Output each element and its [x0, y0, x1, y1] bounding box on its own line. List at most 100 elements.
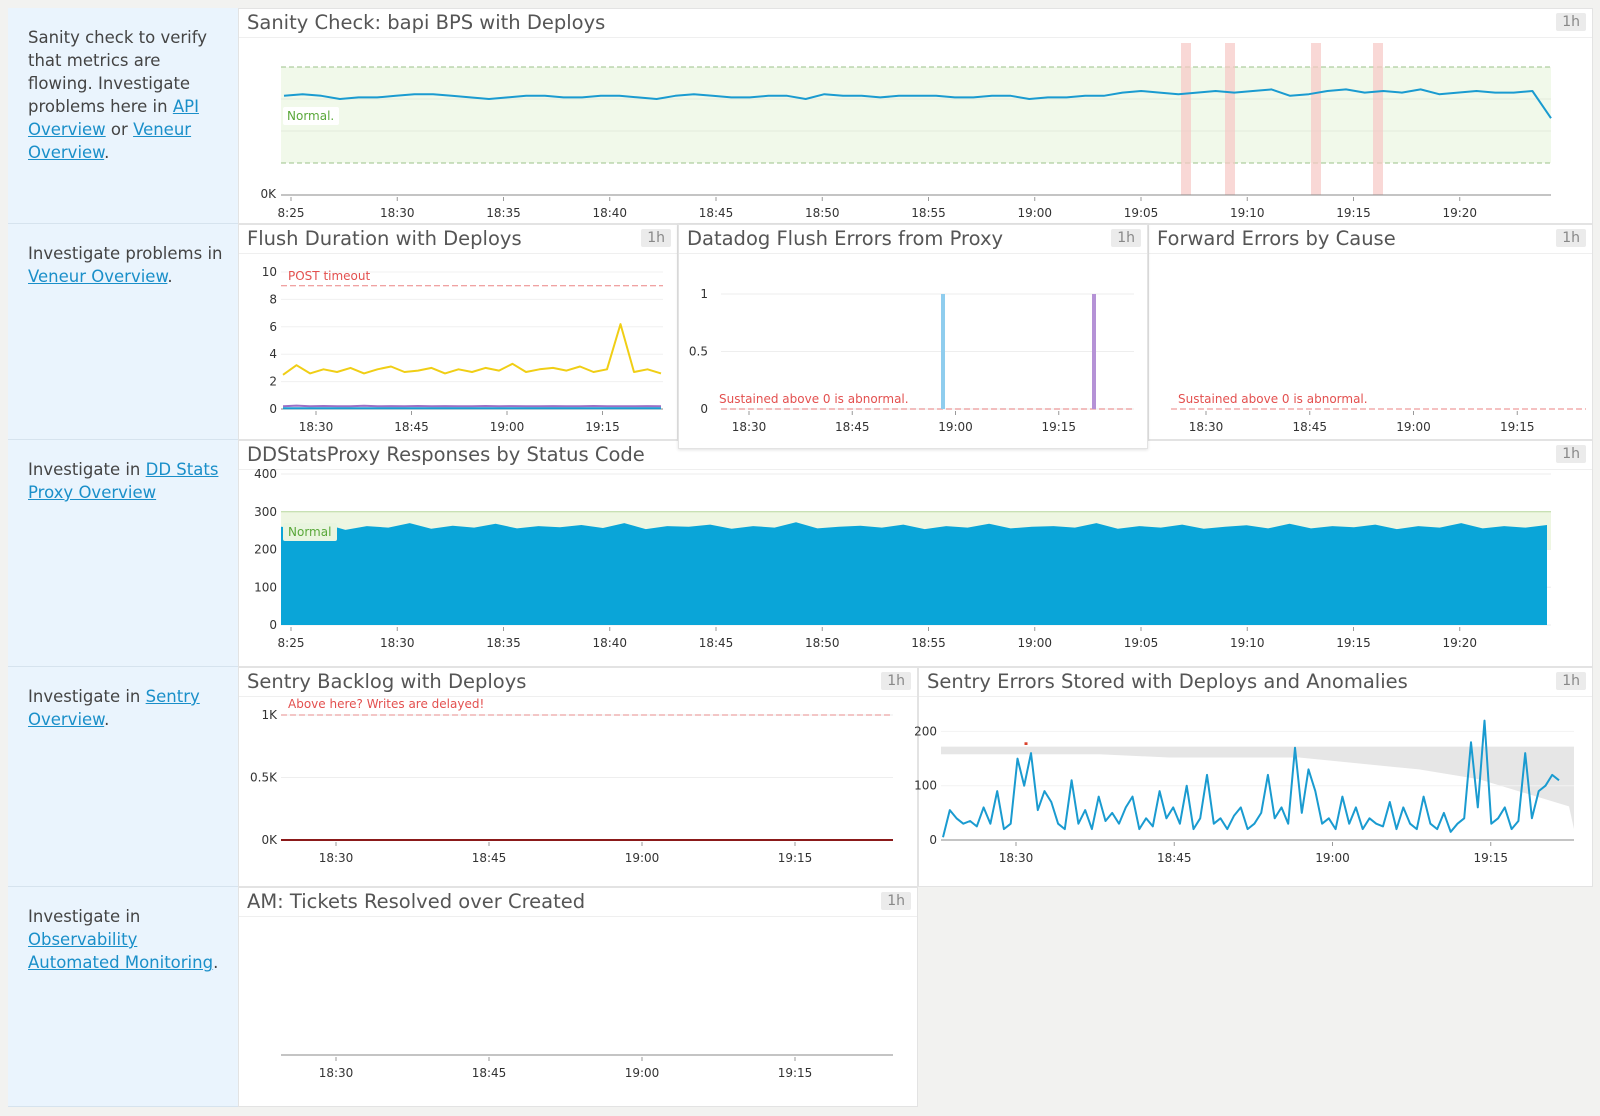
timeframe-badge[interactable]: 1h — [641, 229, 671, 247]
timeframe-badge[interactable]: 1h — [1556, 672, 1586, 690]
x-tick-label: 18:45 — [835, 420, 870, 434]
series-line — [942, 719, 1560, 838]
x-tick-label: 18:30 — [299, 420, 334, 434]
y-tick-label: 0K — [261, 833, 278, 847]
note-text: Investigate in — [28, 907, 141, 926]
x-tick-label: 18:55 — [911, 636, 946, 650]
y-tick-label: 10 — [262, 265, 277, 279]
note-text: Investigate problems in — [28, 244, 223, 263]
panel-sanity-check[interactable]: Sanity Check: bapi BPS with Deploys 1h N… — [238, 8, 1593, 224]
normal-label-bg — [283, 107, 339, 125]
note-text: or — [105, 120, 134, 139]
ddstatsproxy-chart[interactable]: 0 100 200 300 400 Normal 8:25 18:30 18:35 18:40 18… — [239, 441, 1594, 668]
normal-band — [281, 67, 1551, 163]
x-tick-label: 18:30 — [319, 851, 354, 865]
panel-forward-errors[interactable]: Forward Errors by Cause 1h Sustained abo… — [1148, 224, 1593, 440]
panel-sentry-backlog[interactable]: Sentry Backlog with Deploys 1h 0K 0.5K 1K A… — [238, 667, 918, 887]
y-tick-label: 1 — [700, 287, 708, 301]
anomaly-band — [941, 746, 1574, 830]
x-tick-label: 18:30 — [380, 636, 415, 650]
x-tick-label: 18:50 — [805, 206, 840, 220]
panel-sentry-errors[interactable]: Sentry Errors Stored with Deploys and An… — [914, 667, 1594, 888]
x-tick-label: 18:30 — [380, 206, 415, 220]
x-tick-label: 19:05 — [1124, 206, 1159, 220]
deploy-marker — [1225, 43, 1235, 195]
y-tick-label: 0K — [260, 187, 277, 201]
x-tick-label: 19:00 — [490, 420, 525, 434]
y-tick-label: 300 — [254, 505, 277, 519]
x-tick-label: 19:15 — [1500, 420, 1535, 434]
sentry-backlog-chart[interactable]: 0K 0.5K 1K Above here? Writes are delayed! 1… — [239, 668, 919, 888]
flush-duration-chart[interactable]: 0 2 4 6 8 10 POST timeout 18:30 18:45 19:00 19:15 — [239, 225, 679, 441]
error-bar — [941, 294, 945, 409]
deploy-marker — [1311, 43, 1321, 195]
panel-flush-duration[interactable]: Flush Duration with Deploys 1h 0 2 4 6 8 10 PO… — [238, 224, 678, 440]
y-tick-label: 0.5 — [689, 345, 708, 359]
veneur-overview-link[interactable]: Veneur Overview — [28, 120, 192, 162]
y-tick-label: 6 — [269, 320, 277, 334]
panel-title: Flush Duration with Deploys — [247, 227, 522, 250]
x-tick-label: 18:45 — [699, 206, 734, 220]
tickets-chart[interactable]: 18:30 18:45 19:00 19:15 — [239, 888, 919, 1108]
x-tick-label: 19:20 — [1442, 206, 1477, 220]
x-tick-label: 18:45 — [394, 420, 429, 434]
x-tick-label: 18:30 — [319, 1066, 354, 1080]
sentry-errors-chart[interactable]: 0 100 200 18:30 18:45 19:00 19:15 — [914, 668, 1594, 888]
panel-title: Sentry Errors Stored with Deploys and An… — [927, 670, 1408, 693]
x-tick-label: 18:30 — [999, 851, 1034, 865]
veneur-overview-link[interactable]: Veneur Overview — [28, 267, 168, 286]
datadog-flush-errors-chart[interactable]: 0 0.5 1 Sustained above 0 is abnormal. 18:30… — [679, 225, 1149, 450]
panel-tickets-resolved[interactable]: AM: Tickets Resolved over Created 1h 18:… — [238, 887, 918, 1107]
dd-stats-proxy-overview-link[interactable]: DD Stats Proxy Overview — [28, 460, 219, 502]
y-tick-label: 0 — [929, 833, 937, 847]
x-tick-label: 18:45 — [1292, 420, 1327, 434]
title-divider — [239, 37, 1592, 38]
y-tick-label: 400 — [254, 467, 277, 481]
x-tick-label: 18:50 — [805, 636, 840, 650]
note-text: . — [167, 267, 173, 286]
x-tick-label: 18:30 — [1189, 420, 1224, 434]
x-tick-label: 8:25 — [278, 206, 305, 220]
timeframe-badge[interactable]: 1h — [881, 672, 911, 690]
x-tick-label: 18:45 — [699, 636, 734, 650]
deploy-marker — [1373, 43, 1383, 195]
forward-errors-chart[interactable]: Sustained above 0 is abnormal. 18:30 18:45… — [1149, 225, 1594, 441]
panel-title: Sentry Backlog with Deploys — [247, 670, 527, 693]
y-tick-label: 100 — [914, 779, 937, 793]
timeframe-badge[interactable]: 1h — [1556, 229, 1586, 247]
panel-datadog-flush-errors[interactable]: Datadog Flush Errors from Proxy 1h 0 0.5 1… — [678, 224, 1148, 449]
x-tick-label: 18:45 — [472, 1066, 507, 1080]
title-divider — [239, 916, 917, 917]
x-tick-label: 19:05 — [1124, 636, 1159, 650]
note-ddstats: Investigate in DD Stats Proxy Overview — [8, 440, 252, 667]
x-tick-label: 18:45 — [1157, 851, 1192, 865]
threshold-label: Sustained above 0 is abnormal. — [1178, 392, 1368, 406]
x-tick-label: 19:20 — [1442, 636, 1477, 650]
timeframe-badge[interactable]: 1h — [1556, 445, 1586, 463]
x-tick-label: 19:10 — [1230, 206, 1265, 220]
panel-title: Sanity Check: bapi BPS with Deploys — [247, 11, 606, 34]
panel-title: Forward Errors by Cause — [1157, 227, 1396, 250]
note-text: . — [104, 143, 110, 162]
observability-monitoring-link[interactable]: Observability Automated Monitoring — [28, 930, 214, 972]
panel-ddstatsproxy-responses[interactable]: DDStatsProxy Responses by Status Code 1h… — [238, 440, 1593, 667]
y-tick-label: 100 — [254, 580, 277, 594]
note-text: Investigate in — [28, 687, 146, 706]
post-timeout-label: POST timeout — [288, 269, 371, 283]
note-text: . — [104, 710, 110, 729]
sanity-chart[interactable]: Normal. 0K8:25 18:30 18:35 18:40 18:45 18:50 18… — [239, 9, 1594, 225]
timeframe-badge[interactable]: 1h — [1111, 229, 1141, 247]
timeframe-badge[interactable]: 1h — [881, 892, 911, 910]
sentry-overview-link[interactable]: Sentry Overview — [28, 687, 200, 729]
y-tick-label: 1K — [261, 708, 278, 722]
api-overview-link[interactable]: API Overview — [28, 97, 199, 139]
y-tick-label: 2 — [269, 375, 277, 389]
x-tick-label: 19:15 — [778, 1066, 813, 1080]
series-line — [282, 404, 662, 408]
timeframe-badge[interactable]: 1h — [1556, 13, 1586, 31]
x-tick-label: 18:55 — [911, 206, 946, 220]
x-tick-label: 19:00 — [1017, 636, 1052, 650]
title-divider — [679, 253, 1147, 254]
threshold-label: Sustained above 0 is abnormal. — [719, 392, 909, 406]
error-bar — [1092, 294, 1096, 409]
